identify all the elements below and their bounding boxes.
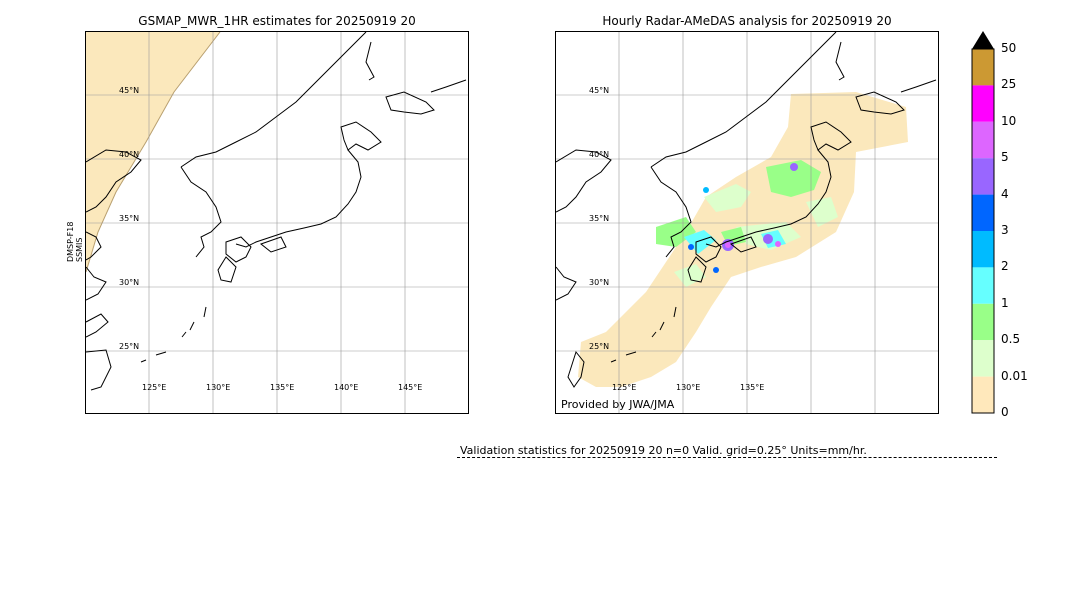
left-lon-label: 130°E — [206, 383, 230, 392]
colorbar-segment — [972, 194, 994, 231]
left-lon-label: 140°E — [334, 383, 358, 392]
right-lon-label: 135°E — [740, 383, 764, 392]
right-map: 45°N 40°N 35°N 30°N 25°N 125°E 130°E 135… — [555, 31, 939, 414]
satellite-label: DMSP-F18 SSMIS — [66, 222, 84, 262]
left-lat-label: 35°N — [119, 214, 139, 223]
data-credit: Provided by JWA/JMA — [561, 398, 675, 411]
validation-text: Validation statistics for 20250919 20 n=… — [460, 444, 867, 457]
left-lat-label: 30°N — [119, 278, 139, 287]
validation-divider — [457, 457, 997, 458]
colorbar-segment — [972, 376, 994, 413]
colorbar-segment — [972, 340, 994, 377]
colorbar-label: 2 — [1001, 259, 1009, 274]
left-lat-labels: 45°N 40°N 35°N 30°N 25°N — [119, 86, 139, 351]
right-coastlines — [556, 32, 937, 388]
colorbar-segment — [972, 158, 994, 195]
right-lon-labels: 125°E 130°E 135°E — [612, 383, 764, 392]
satellite-label-line1: DMSP-F18 — [66, 221, 75, 262]
satellite-label-line2: SSMIS — [75, 237, 84, 263]
colorbar-label: 5 — [1001, 150, 1009, 165]
colorbar-canvas — [971, 31, 995, 414]
colorbar-label: 0 — [1001, 405, 1009, 419]
colorbar-segment — [972, 231, 994, 268]
right-lat-label: 40°N — [589, 150, 609, 159]
satellite-swath — [86, 32, 220, 272]
right-lat-labels: 45°N 40°N 35°N 30°N 25°N — [589, 86, 609, 351]
colorbar-segment — [972, 303, 994, 341]
colorbar-label: 4 — [1001, 186, 1009, 201]
right-grid — [556, 32, 938, 413]
colorbar-label: 0.5 — [1001, 332, 1021, 347]
right-lon-label: 130°E — [676, 383, 700, 392]
right-lat-label: 35°N — [589, 214, 609, 223]
left-map-title: GSMAP_MWR_1HR estimates for 20250919 20 — [138, 14, 416, 28]
right-lat-label: 25°N — [589, 342, 609, 351]
right-lon-label: 125°E — [612, 383, 636, 392]
colorbar-label: 25 — [1001, 77, 1017, 92]
colorbar-label: 50 — [1001, 41, 1017, 55]
right-lat-label: 30°N — [589, 278, 609, 287]
left-lat-label: 40°N — [119, 150, 139, 159]
colorbar-segment — [972, 267, 994, 304]
left-map: 45°N 40°N 35°N 30°N 25°N 125°E 130°E 135… — [85, 31, 469, 414]
left-lon-label: 145°E — [398, 383, 422, 392]
colorbar-label: 1 — [1001, 295, 1009, 310]
colorbar — [971, 30, 995, 415]
left-lon-label: 125°E — [142, 383, 166, 392]
left-lat-label: 25°N — [119, 342, 139, 351]
colorbar-segments — [972, 49, 994, 413]
left-map-canvas: 45°N 40°N 35°N 30°N 25°N 125°E 130°E 135… — [86, 32, 468, 413]
left-lon-label: 135°E — [270, 383, 294, 392]
left-lat-label: 45°N — [119, 86, 139, 95]
right-map-title: Hourly Radar-AMeDAS analysis for 2025091… — [602, 14, 892, 28]
colorbar-label: 3 — [1001, 223, 1009, 237]
left-grid — [86, 32, 468, 413]
right-lat-label: 45°N — [589, 86, 609, 95]
colorbar-segment — [972, 49, 994, 86]
colorbar-outline — [971, 48, 995, 414]
colorbar-extend-arrow — [972, 31, 994, 49]
colorbar-segment — [972, 85, 994, 122]
colorbar-segment — [972, 121, 994, 159]
left-coastlines — [86, 32, 467, 391]
colorbar-label: 0.01 — [1001, 368, 1028, 383]
swath-edge — [86, 32, 221, 273]
left-lon-labels: 125°E 130°E 135°E 140°E 145°E — [142, 383, 422, 392]
right-map-canvas: 45°N 40°N 35°N 30°N 25°N 125°E 130°E 135… — [556, 32, 938, 413]
colorbar-label: 10 — [1001, 113, 1017, 128]
